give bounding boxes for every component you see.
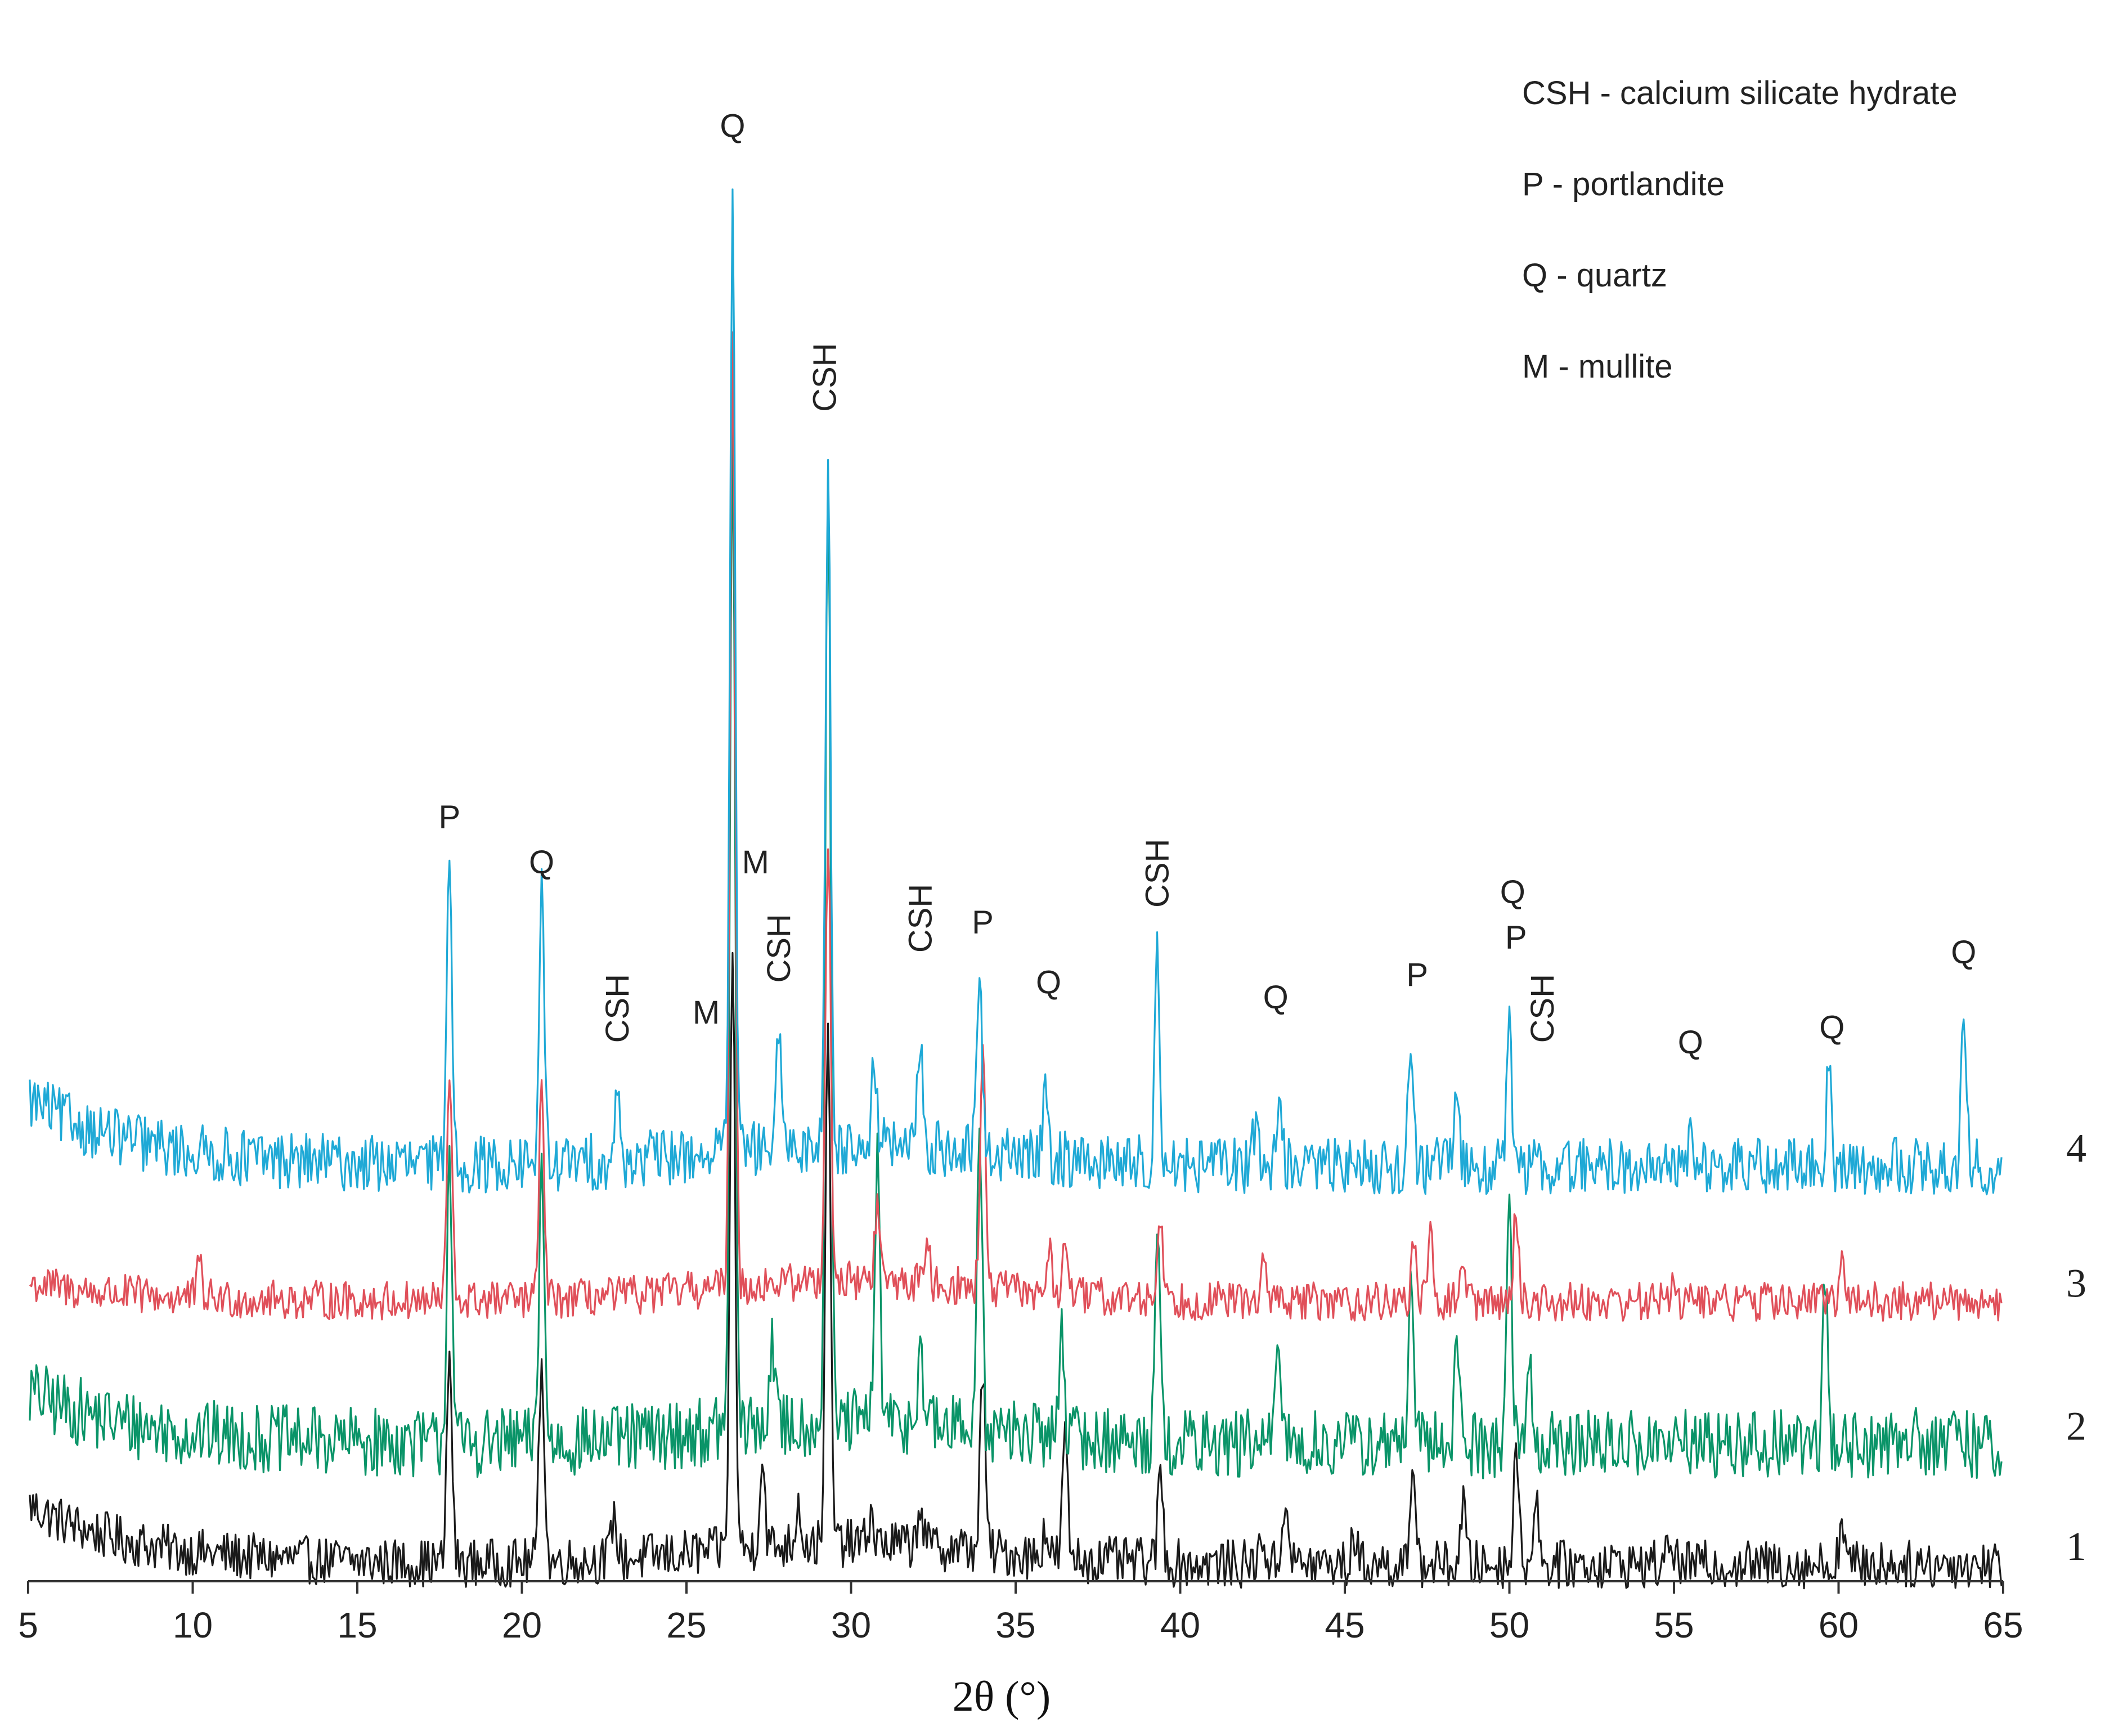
series-label-2: 2 — [2066, 1403, 2086, 1448]
x-tick-label: 5 — [18, 1605, 38, 1645]
peak-label: P — [438, 799, 460, 836]
peak-label: P — [1406, 957, 1428, 993]
x-tick-label: 15 — [337, 1605, 377, 1645]
legend-entry: P - portlandite — [1522, 166, 1725, 203]
legend-entry: M - mullite — [1522, 348, 1672, 385]
peak-label: Q — [1263, 979, 1289, 1016]
peak-label: Q — [1500, 874, 1525, 910]
series-labels: 1 2 3 4 — [2066, 1125, 2086, 1569]
peak-label: CSH — [1139, 839, 1176, 908]
series-label-3: 3 — [2066, 1261, 2086, 1306]
peak-label: Q — [720, 108, 745, 145]
x-tick-label: 25 — [666, 1605, 706, 1645]
peak-label: CSH — [761, 914, 797, 983]
legend: CSH - calcium silicate hydrate P - portla… — [1522, 75, 1958, 385]
x-tick-label: 55 — [1654, 1605, 1694, 1645]
peak-label: Q — [1036, 964, 1061, 1001]
series-label-1: 1 — [2066, 1524, 2086, 1569]
x-tick-label: 65 — [1983, 1605, 2023, 1645]
peak-label: Q — [1951, 934, 1976, 971]
series-line-3 — [29, 331, 2003, 1322]
peak-label: CSH — [807, 343, 843, 411]
x-tick-label: 60 — [1819, 1605, 1859, 1645]
x-tick-label: 10 — [173, 1605, 213, 1645]
peak-label: CSH — [902, 884, 939, 953]
peak-label: Q — [1678, 1024, 1703, 1061]
peak-label: Q — [1819, 1010, 1844, 1046]
series-label-4: 4 — [2066, 1125, 2086, 1170]
x-axis-title: 2θ (°) — [953, 1673, 1051, 1720]
peak-label: M — [693, 994, 720, 1031]
peak-label: P — [1505, 919, 1527, 956]
peak-label: CSH — [1524, 974, 1561, 1043]
x-ticks: 5 10 15 20 25 30 35 40 45 50 55 60 65 — [18, 1581, 2023, 1645]
peak-label: Q — [529, 844, 554, 881]
x-tick-label: 50 — [1489, 1605, 1529, 1645]
peak-label: P — [972, 904, 994, 941]
series-line-4 — [29, 188, 2003, 1196]
legend-entry: Q - quartz — [1522, 257, 1667, 294]
x-tick-label: 35 — [995, 1605, 1035, 1645]
series-layer — [29, 188, 2003, 1590]
x-tick-label: 45 — [1325, 1605, 1365, 1645]
legend-entry: CSH - calcium silicate hydrate — [1522, 75, 1958, 111]
x-tick-label: 40 — [1160, 1605, 1200, 1645]
peak-label: M — [742, 844, 769, 881]
x-tick-label: 20 — [502, 1605, 542, 1645]
x-tick-label: 30 — [831, 1605, 871, 1645]
series-line-2 — [29, 411, 2003, 1479]
series-line-1 — [29, 952, 2003, 1590]
peak-label: CSH — [599, 974, 636, 1043]
